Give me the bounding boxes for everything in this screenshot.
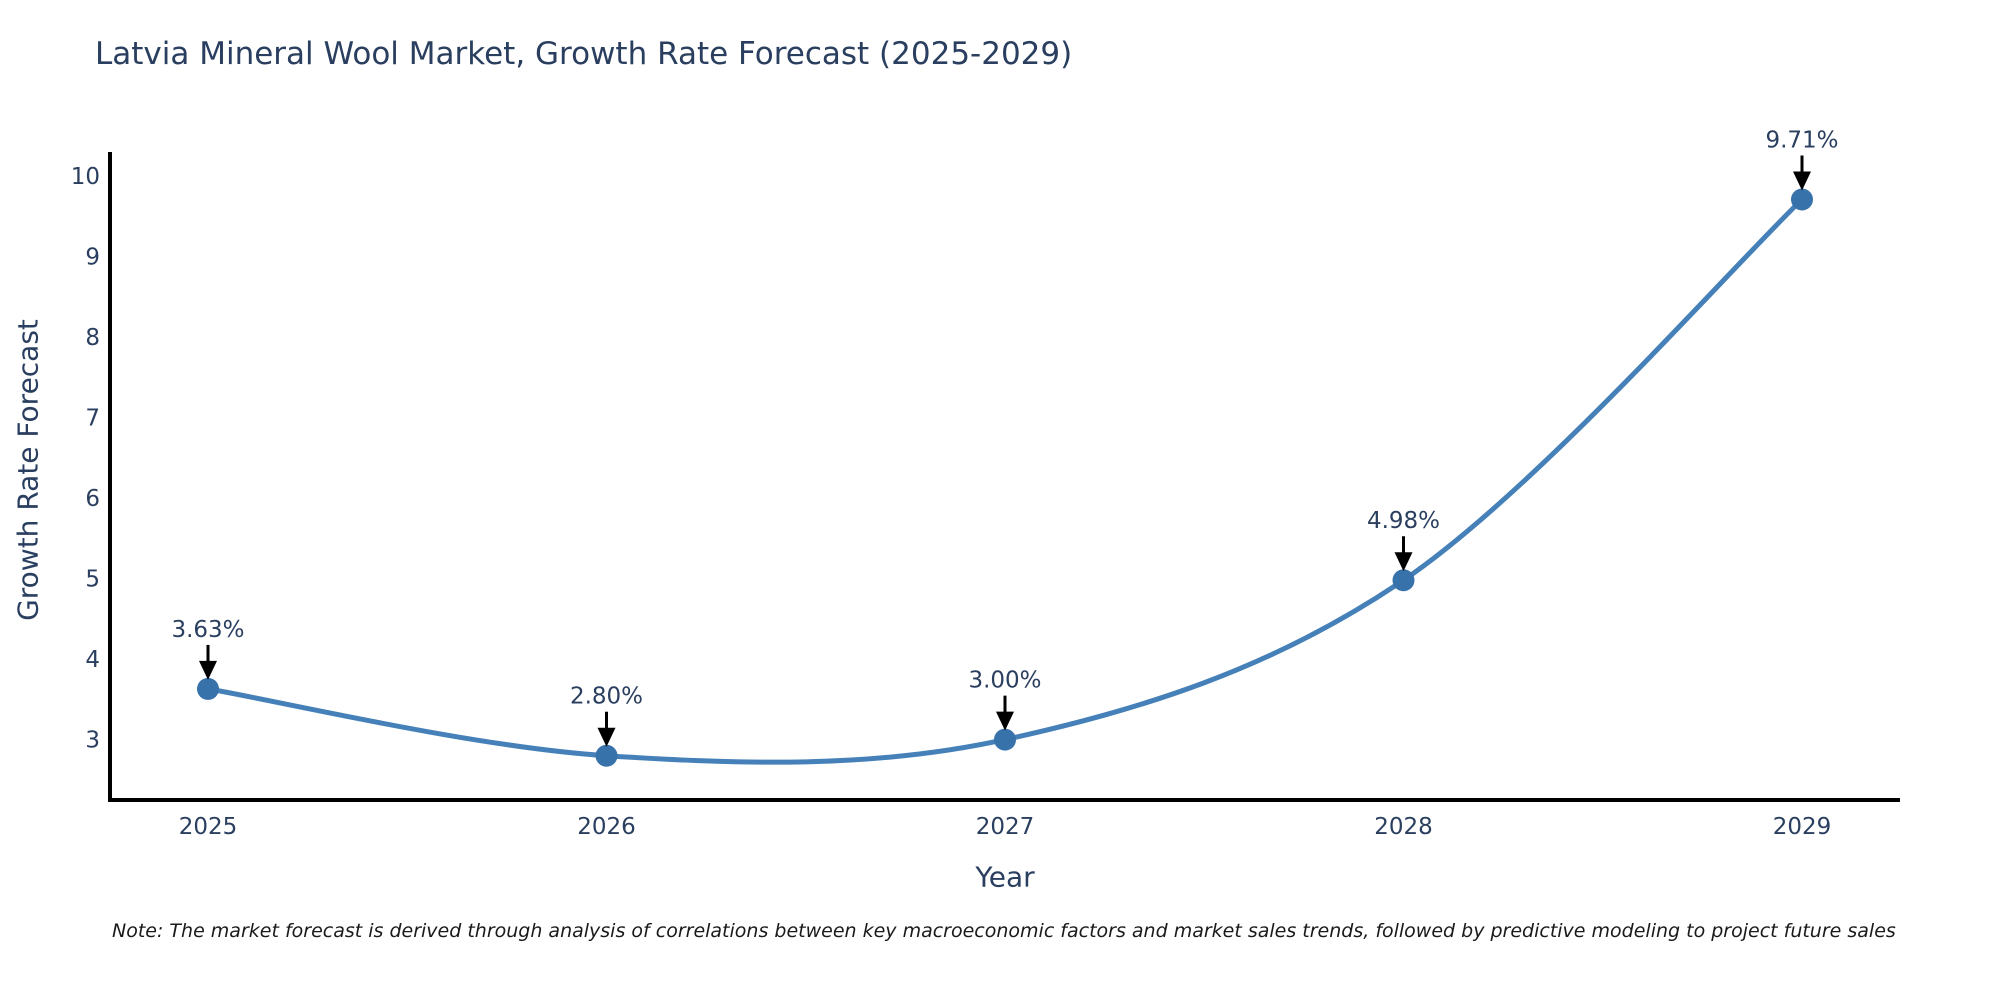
chart-title: Latvia Mineral Wool Market, Growth Rate … <box>95 36 1073 72</box>
data-point-label: 9.71% <box>1765 127 1838 153</box>
x-tick-label: 2029 <box>1773 814 1832 840</box>
data-point-label: 2.80% <box>570 684 643 710</box>
x-axis-title: Year <box>975 860 1035 894</box>
y-tick-label: 8 <box>85 325 100 351</box>
axis-lines <box>108 152 1900 802</box>
x-tick-label: 2026 <box>577 814 636 840</box>
annotation-arrow-head-icon <box>996 711 1014 731</box>
y-tick-label: 4 <box>85 647 100 673</box>
data-point-label: 3.00% <box>968 668 1041 694</box>
footnote: Note: The market forecast is derived thr… <box>112 920 1896 942</box>
data-point-marker <box>994 728 1016 751</box>
y-tick-label: 9 <box>85 245 100 271</box>
y-tick-label: 7 <box>85 406 100 432</box>
data-point-marker <box>197 677 219 700</box>
annotation-arrow-head-icon <box>1793 171 1811 191</box>
y-tick-label: 3 <box>85 728 100 754</box>
annotation-arrow-head-icon <box>597 727 616 747</box>
annotation-arrow-head-icon <box>1394 552 1413 572</box>
data-point-label: 4.98% <box>1367 508 1440 534</box>
y-tick-label: 5 <box>85 567 100 593</box>
x-tick-label: 2025 <box>179 814 238 840</box>
y-tick-label: 6 <box>85 486 100 512</box>
data-point-marker <box>1791 188 1813 211</box>
data-point-marker <box>595 744 618 767</box>
y-tick-label: 10 <box>71 164 100 190</box>
x-tick-label: 2027 <box>976 814 1035 840</box>
data-point-label: 3.63% <box>171 617 244 643</box>
annotation-arrow-head-icon <box>199 660 217 680</box>
x-tick-label: 2028 <box>1374 814 1433 840</box>
data-point-marker <box>1392 569 1415 592</box>
